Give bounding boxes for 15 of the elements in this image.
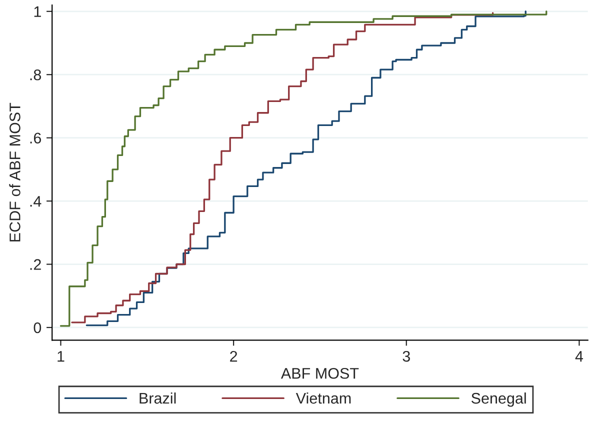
y-tick-label: .6 (30, 132, 42, 144)
x-tick-label: 3 (402, 350, 410, 362)
y-tick-label: 0 (34, 322, 42, 334)
legend-label: Brazil (140, 392, 176, 404)
legend-label: Senegal (471, 392, 526, 407)
y-axis-title: ECDF of ABF MOST (9, 102, 20, 242)
x-tick-label: 2 (230, 350, 238, 362)
legend-label: Vietnam (296, 392, 351, 404)
x-tick-label: 4 (575, 351, 584, 362)
y-tick-label: .4 (30, 196, 42, 207)
x-tick-label: 1 (58, 351, 64, 362)
y-tick-label: 1 (34, 6, 41, 17)
y-tick-label: .8 (30, 69, 42, 80)
y-tick-label: .2 (30, 259, 41, 270)
x-axis-title: ABF MOST (280, 368, 359, 379)
